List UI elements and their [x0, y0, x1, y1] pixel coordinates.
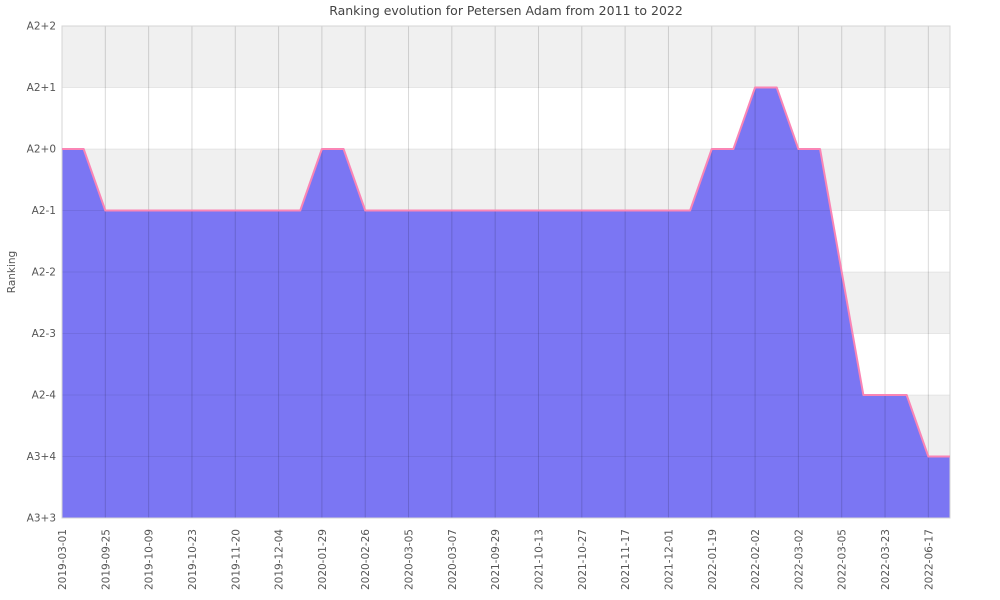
y-tick-label: A3+3: [27, 513, 56, 525]
x-tick-label: 2022-03-05: [837, 529, 849, 590]
x-tick-label: 2019-12-04: [274, 529, 286, 590]
x-tick-label: 2022-06-17: [923, 529, 935, 590]
x-tick-label: 2019-03-01: [57, 529, 69, 590]
y-tick-label: A2-2: [32, 267, 56, 279]
x-tick-label: 2021-11-17: [620, 529, 632, 590]
x-tick-label: 2021-10-13: [533, 529, 545, 590]
y-tick-label: A2+1: [27, 82, 56, 94]
x-tick-label: 2020-03-07: [447, 529, 459, 590]
y-tick-label: A2+2: [27, 21, 56, 33]
x-tick-label: 2019-10-09: [144, 529, 156, 590]
area-series-line: [62, 86, 950, 458]
x-tick-label: 2021-10-27: [577, 529, 589, 590]
y-tick-label: A2-1: [32, 205, 56, 217]
y-tick-label: A2-4: [32, 390, 57, 402]
y-tick-label: A2+0: [27, 144, 56, 156]
x-tick-label: 2019-10-23: [187, 529, 199, 590]
band-white: [62, 87, 950, 149]
x-tick-label: 2020-02-26: [360, 529, 372, 590]
chart-title: Ranking evolution for Petersen Adam from…: [329, 3, 683, 18]
x-tick-label: 2022-01-19: [707, 529, 719, 590]
area-series-fill: [62, 87, 950, 518]
x-tick-label: 2019-11-20: [230, 529, 242, 590]
x-tick-label: 2021-12-01: [663, 529, 675, 590]
x-tick-label: 2019-09-25: [100, 529, 112, 590]
x-tick-label: 2022-02-02: [750, 529, 762, 590]
band-gray: [62, 26, 950, 88]
y-tick-label: A2-3: [32, 328, 56, 340]
y-tick-label: A3+4: [27, 451, 57, 463]
x-tick-label: 2022-03-23: [880, 529, 892, 590]
x-tick-label: 2022-03-02: [793, 529, 805, 590]
x-tick-label: 2021-09-29: [490, 529, 502, 590]
x-tick-label: 2020-01-29: [317, 529, 329, 590]
x-tick-label: 2020-03-05: [404, 529, 416, 590]
plot-border: [61, 25, 951, 519]
y-axis-title: Ranking: [6, 250, 18, 294]
